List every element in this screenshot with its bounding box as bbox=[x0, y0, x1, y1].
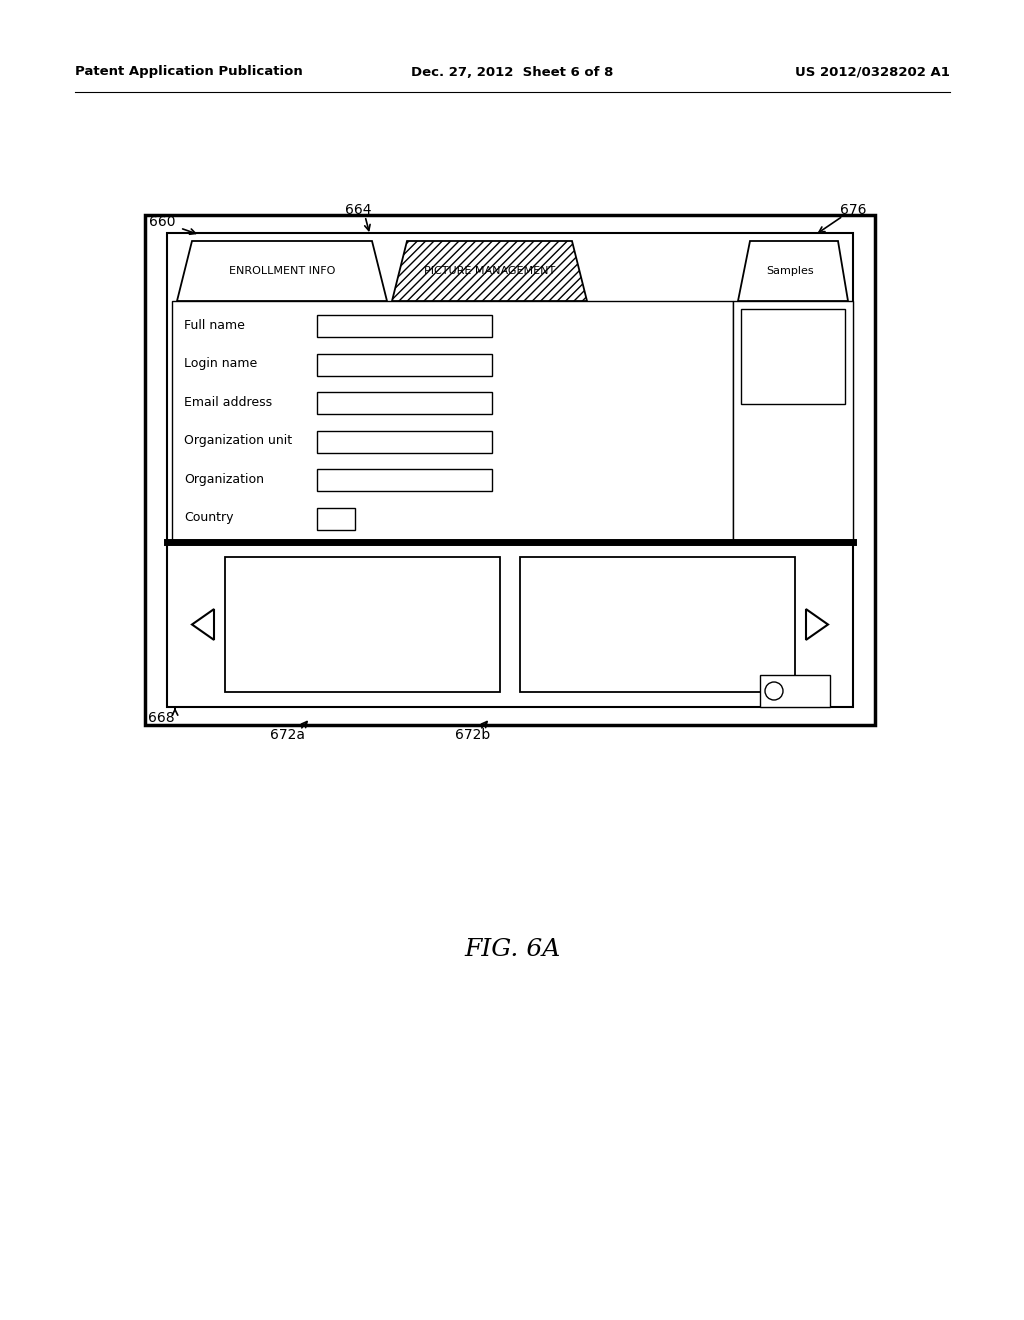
Text: 672a: 672a bbox=[270, 729, 305, 742]
Bar bbox=[145, 215, 874, 725]
Text: FIG. 6A: FIG. 6A bbox=[464, 939, 560, 961]
Text: Login name: Login name bbox=[184, 358, 257, 370]
Polygon shape bbox=[177, 242, 387, 301]
Bar bbox=[733, 301, 853, 543]
Text: Email address: Email address bbox=[184, 396, 272, 409]
Text: PICTURE MANAGEMENT: PICTURE MANAGEMENT bbox=[424, 267, 555, 276]
Text: Full name: Full name bbox=[184, 318, 245, 331]
Text: US 2012/0328202 A1: US 2012/0328202 A1 bbox=[795, 66, 950, 78]
Polygon shape bbox=[193, 609, 214, 640]
Text: ENROLLMENT INFO: ENROLLMENT INFO bbox=[228, 267, 335, 276]
Text: 660: 660 bbox=[148, 215, 175, 228]
Bar bbox=[172, 301, 733, 543]
Text: Patent Application Publication: Patent Application Publication bbox=[75, 66, 303, 78]
Bar bbox=[741, 309, 845, 404]
Text: Organization: Organization bbox=[184, 473, 264, 486]
Text: 668: 668 bbox=[148, 711, 175, 725]
Bar bbox=[317, 430, 492, 453]
Text: Country: Country bbox=[184, 511, 233, 524]
Bar bbox=[317, 315, 492, 337]
Polygon shape bbox=[738, 242, 848, 301]
Text: Organization unit: Organization unit bbox=[184, 434, 292, 447]
Bar bbox=[760, 675, 830, 708]
Bar bbox=[317, 469, 492, 491]
Text: Dec. 27, 2012  Sheet 6 of 8: Dec. 27, 2012 Sheet 6 of 8 bbox=[411, 66, 613, 78]
Bar bbox=[317, 354, 492, 376]
Polygon shape bbox=[392, 242, 587, 301]
Text: 676: 676 bbox=[840, 203, 866, 216]
Bar bbox=[317, 508, 355, 529]
Bar bbox=[317, 392, 492, 414]
Circle shape bbox=[765, 682, 783, 700]
Bar bbox=[520, 557, 795, 692]
Bar bbox=[225, 557, 500, 692]
Text: Samples: Samples bbox=[767, 267, 814, 276]
Bar bbox=[167, 234, 853, 708]
Polygon shape bbox=[806, 609, 828, 640]
Text: 664: 664 bbox=[345, 203, 372, 216]
Text: 672b: 672b bbox=[455, 729, 490, 742]
